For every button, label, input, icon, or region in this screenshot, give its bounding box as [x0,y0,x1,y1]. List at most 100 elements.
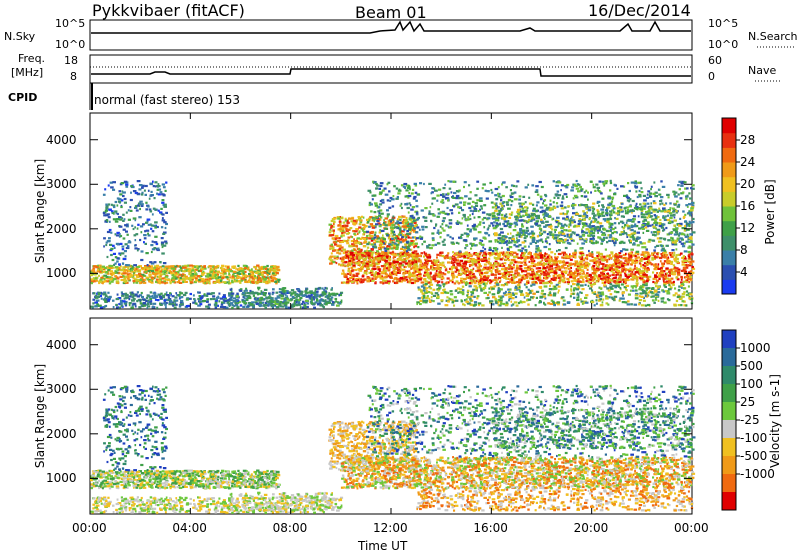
power-cell [115,234,120,237]
power-cell [108,282,112,285]
power-cell [115,303,118,306]
power-cell [153,197,156,200]
power-cell [212,272,216,275]
power-cell [256,281,260,284]
power-cell [343,275,346,278]
power-cell [171,274,175,277]
power-cell [476,180,480,183]
power-cell [118,266,121,270]
power-cell [125,264,128,267]
power-cell [518,274,521,277]
power-cell [236,292,239,295]
power-cell [691,184,695,187]
power-cell [266,270,271,273]
power-cell [441,281,444,284]
power-cell [201,278,205,281]
power-cell [118,252,121,255]
power-cell [547,263,550,266]
power-cell [336,304,340,307]
freq-trace [91,68,691,77]
power-cell [203,265,206,268]
power-cell [239,300,241,304]
power-cell [139,278,143,281]
power-cell [169,282,172,285]
power-cell [222,295,226,299]
power-cell [122,191,126,194]
power-cell [144,230,147,233]
power-cell [507,277,510,280]
power-cell [422,264,427,267]
power-cell [547,261,552,264]
power-cell [472,267,475,270]
power-cell [654,274,657,277]
power-cell [218,281,221,284]
power-cell [159,273,164,276]
power-cell [608,278,612,281]
power-cell [233,280,237,283]
power-cell [373,274,376,277]
power-cell [172,272,175,275]
power-cell [133,264,137,267]
power-cell [146,218,151,221]
power-cell [562,263,566,266]
power-cell [652,280,655,284]
power-cell [135,281,139,284]
power-cell [419,278,422,281]
power-cell [136,227,139,230]
power-cell [206,300,209,303]
power-cell [380,265,385,268]
power-cell [647,253,650,257]
power-cell [628,270,631,273]
power-cell [630,248,634,251]
power-cell [611,264,614,268]
power-cell [159,266,162,269]
power-cell [387,269,391,272]
power-cell [433,260,437,263]
power-cell [265,281,268,284]
power-cell [136,270,139,273]
power-cell [376,259,380,262]
power-cell [563,277,566,280]
power-cell [396,261,399,264]
power-cell [517,261,522,264]
power-cell [544,252,547,255]
power-cell [180,300,184,303]
power-cell [124,278,127,281]
power-cell [313,298,315,301]
power-cell [572,197,575,200]
power-cell [423,271,426,274]
power-cell [275,273,277,276]
power-cell [90,278,94,281]
power-cell [558,260,562,263]
power-cell [247,296,252,300]
power-cell [624,273,627,276]
power-cell [101,265,106,268]
power-cell [477,257,480,260]
power-cell [345,240,349,243]
power-cell [134,268,138,271]
power-cell [98,304,102,307]
power-cell [341,227,345,230]
power-cell [99,278,103,281]
power-cell [154,185,157,188]
power-cell [545,269,548,272]
power-cell [590,253,594,256]
power-cell [123,218,126,221]
power-cell [179,265,182,269]
nsearch-tick-bottom: 10^0 [708,38,739,51]
power-cell [352,221,355,224]
power-cell [116,197,120,200]
power-cell [500,272,505,275]
power-cell [114,271,119,274]
power-cell [346,232,349,235]
power-cell [391,223,395,227]
power-cell [104,267,107,270]
power-cell [342,281,346,284]
power-cell [171,277,175,280]
power-cell [619,263,621,266]
power-cell [287,306,290,309]
power-cell [382,234,384,237]
power-cell [236,274,239,277]
power-cell [353,248,356,251]
power-cell [539,281,543,285]
